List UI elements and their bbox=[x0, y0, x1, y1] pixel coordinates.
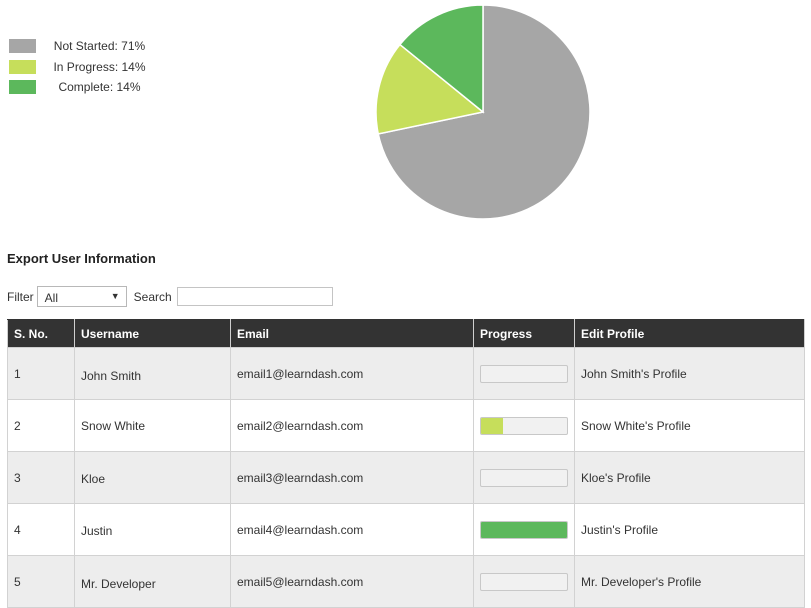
legend-label-complete: Complete: 14% bbox=[58, 80, 141, 95]
legend-swatch-not-started bbox=[9, 39, 36, 54]
cell-email: email3@learndash.com bbox=[230, 451, 474, 504]
username-text: John Smith bbox=[81, 368, 142, 383]
column-header-sno[interactable]: S. No. bbox=[7, 319, 75, 348]
cell-username: Mr. Developer bbox=[74, 555, 231, 608]
cell-edit-profile: John Smith's Profile bbox=[574, 347, 805, 400]
progress-bar-fill bbox=[481, 521, 567, 538]
cell-email: email5@learndash.com bbox=[230, 555, 474, 608]
cell-progress bbox=[473, 503, 575, 556]
column-header-username[interactable]: Username bbox=[74, 319, 231, 348]
progress-bar bbox=[480, 416, 568, 435]
search-input[interactable] bbox=[176, 287, 333, 306]
cell-sno: 1 bbox=[7, 347, 75, 400]
username-text: Kloe bbox=[81, 471, 106, 486]
legend-item-in-progress: In Progress: 14% bbox=[9, 57, 159, 78]
cell-username: Kloe bbox=[74, 451, 231, 504]
cell-edit-profile: Mr. Developer's Profile bbox=[574, 555, 805, 608]
cell-username: Justin bbox=[74, 503, 231, 556]
column-header-progress[interactable]: Progress bbox=[473, 319, 575, 348]
cell-edit-profile: Justin's Profile bbox=[574, 503, 805, 556]
cell-sno: 3 bbox=[7, 451, 75, 504]
cell-progress bbox=[473, 451, 575, 504]
filter-label: Filter bbox=[7, 289, 34, 304]
legend-swatch-complete bbox=[9, 80, 36, 95]
cell-progress bbox=[473, 347, 575, 400]
filter-selected-value: All bbox=[44, 291, 59, 305]
progress-pie-chart bbox=[375, 4, 591, 220]
cell-email: email4@learndash.com bbox=[230, 503, 474, 556]
users-table: S. No. Username Email Progress Edit Prof… bbox=[7, 319, 805, 608]
cell-email: email2@learndash.com bbox=[230, 399, 474, 452]
chart-legend: Not Started: 71% In Progress: 14% Comple… bbox=[9, 36, 159, 98]
edit-profile-link[interactable]: Kloe's Profile bbox=[581, 470, 651, 485]
edit-profile-link[interactable]: Mr. Developer's Profile bbox=[581, 574, 702, 589]
progress-bar bbox=[480, 468, 568, 487]
username-text: Justin bbox=[81, 523, 113, 538]
table-row: 2 Snow White email2@learndash.com Snow W… bbox=[7, 399, 805, 452]
edit-profile-link[interactable]: Snow White's Profile bbox=[581, 418, 691, 433]
cell-sno: 5 bbox=[7, 555, 75, 608]
table-row: 1 John Smith email1@learndash.com John S… bbox=[7, 347, 805, 400]
legend-label-not-started: Not Started: 71% bbox=[53, 39, 146, 54]
filter-bar: Filter All ▼ Search bbox=[7, 285, 333, 308]
progress-bar-fill bbox=[481, 417, 503, 434]
table-row: 5 Mr. Developer email5@learndash.com Mr.… bbox=[7, 555, 805, 608]
table-row: 3 Kloe email3@learndash.com Kloe's Profi… bbox=[7, 451, 805, 504]
edit-profile-link[interactable]: John Smith's Profile bbox=[581, 366, 687, 381]
filter-select[interactable]: All ▼ bbox=[36, 286, 127, 307]
column-header-edit-profile[interactable]: Edit Profile bbox=[574, 319, 805, 348]
pie-slice-complete bbox=[398, 4, 484, 114]
legend-item-complete: Complete: 14% bbox=[9, 77, 159, 98]
pie-slice-in-progress bbox=[375, 43, 485, 135]
legend-swatch-in-progress bbox=[9, 59, 36, 74]
username-text: Mr. Developer bbox=[81, 576, 156, 591]
column-header-email[interactable]: Email bbox=[230, 319, 474, 348]
cell-email: email1@learndash.com bbox=[230, 347, 474, 400]
cell-progress bbox=[473, 399, 575, 452]
cell-progress bbox=[473, 555, 575, 608]
chevron-down-icon: ▼ bbox=[110, 291, 120, 301]
progress-bar bbox=[480, 520, 568, 539]
cell-username: John Smith bbox=[74, 347, 231, 400]
legend-item-not-started: Not Started: 71% bbox=[9, 36, 159, 57]
edit-profile-link[interactable]: Justin's Profile bbox=[581, 522, 658, 537]
export-user-information-title: Export User Information bbox=[7, 251, 156, 266]
cell-edit-profile: Snow White's Profile bbox=[574, 399, 805, 452]
search-label: Search bbox=[133, 289, 172, 304]
username-text: Snow White bbox=[81, 418, 146, 433]
table-row: 4 Justin email4@learndash.com Justin's P… bbox=[7, 503, 805, 556]
legend-label-in-progress: In Progress: 14% bbox=[53, 59, 146, 74]
progress-bar bbox=[480, 364, 568, 383]
progress-bar bbox=[480, 572, 568, 591]
cell-edit-profile: Kloe's Profile bbox=[574, 451, 805, 504]
cell-sno: 4 bbox=[7, 503, 75, 556]
cell-sno: 2 bbox=[7, 399, 75, 452]
table-header-row: S. No. Username Email Progress Edit Prof… bbox=[7, 319, 805, 348]
cell-username: Snow White bbox=[74, 399, 231, 452]
